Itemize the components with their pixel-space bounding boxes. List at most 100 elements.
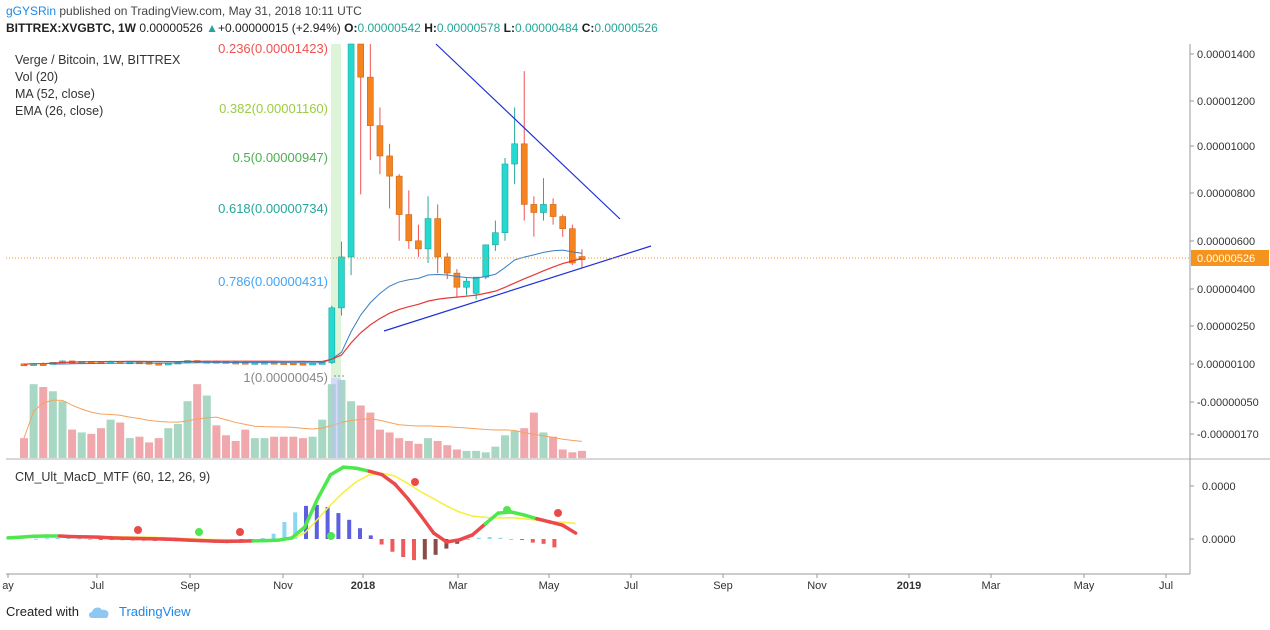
candle-body [569, 228, 576, 264]
macd-line-segment [290, 525, 307, 540]
volume-bar [385, 432, 394, 458]
volume-bar [154, 438, 163, 458]
close-value: 0.00000526 [594, 21, 658, 35]
volume-bar [270, 436, 279, 458]
ma-line [23, 257, 583, 365]
macd-line-segment [406, 497, 423, 518]
macd-histogram-bar [541, 539, 546, 544]
macd-line-segment [509, 510, 526, 517]
volume-bar [356, 405, 365, 458]
macd-histogram-bar [314, 504, 319, 539]
macd-histogram-bar [260, 538, 265, 540]
candle-body [328, 307, 336, 363]
macd-line-segment [96, 535, 113, 540]
price-tick-label: 0.00000400 [1197, 284, 1255, 296]
publish-info: gGYSRin published on TradingView.com, Ma… [6, 4, 362, 18]
volume-ma-line [23, 399, 583, 442]
trend-lines[interactable] [383, 43, 652, 332]
price-tick-label: 0.00000100 [1197, 359, 1255, 371]
time-axis[interactable]: ay Jul Sep Nov 2018 Mar May Jul Sep Nov 2019 Mar May… [2, 574, 1173, 592]
macd-indicator-label: CM_Ult_MacD_MTF (60, 12, 26, 9) [15, 470, 210, 484]
volume-bar [193, 384, 202, 458]
volume-bar [106, 419, 115, 458]
macd-cross-dot [134, 526, 142, 534]
open-label: O: [344, 21, 358, 35]
indicator-legend-item: MA (52, close) [15, 87, 95, 101]
macd-histogram-bar [98, 539, 103, 540]
macd-line-segment [186, 538, 204, 543]
ohlc-header: BITTREX:XVGBTC, 1W 0.00000526 ▲+0.000000… [6, 21, 658, 35]
macd-line-segment [431, 531, 449, 544]
candle-body [472, 276, 480, 294]
published-text: published on TradingView.com, May 31, 20… [59, 4, 362, 18]
price-tick-label: -0.00000050 [1197, 397, 1259, 409]
macd-histogram-bar [530, 539, 535, 543]
volume-bar [452, 449, 461, 458]
macd-histogram-bar [77, 538, 82, 540]
macd-line-segment [6, 535, 23, 540]
price-tick-label: 0.00001000 [1197, 141, 1255, 153]
macd-histogram-bar [466, 539, 470, 540]
volume-bar [96, 428, 105, 458]
price-axis[interactable]: 0.00001400 0.00001200 0.00001000 0.00000800… [6, 49, 1269, 546]
volume-bar [145, 442, 154, 458]
macd-histogram-bar [88, 539, 92, 540]
volume-bar [39, 387, 48, 458]
current-price-label: 0.00000526 [1197, 253, 1255, 265]
macd-histogram-bar [282, 521, 287, 539]
volume-bar [260, 438, 269, 458]
price-tick-label: 0.00000250 [1197, 321, 1255, 333]
volume-bar [375, 429, 384, 458]
candle-body [309, 362, 316, 366]
price-tick-label: -0.00000170 [1197, 429, 1259, 441]
volume-bar [510, 431, 519, 458]
macd-line-segment [341, 465, 359, 471]
volume-bar [212, 425, 221, 458]
volume-bar [48, 391, 57, 458]
time-tick-label: Jul [90, 580, 104, 592]
time-tick-label: May [539, 580, 560, 592]
volume-bar [337, 379, 346, 458]
price-tick-label: 0.00001200 [1197, 96, 1255, 108]
candle-body [530, 204, 538, 213]
volume-bar [443, 445, 452, 458]
time-tick-label: Nov [807, 580, 827, 592]
macd-histogram-bar [509, 539, 514, 540]
volume-bar [462, 450, 471, 458]
volume-bar [202, 395, 211, 458]
volume-bar [241, 429, 250, 458]
macd-histogram-bar [422, 539, 427, 560]
macd-line-segment [470, 522, 488, 537]
indicator-legend-item: Vol (20) [15, 70, 58, 84]
indicator-legend: Verge / Bitcoin, 1W, BITTREX Vol (20) MA (… [15, 53, 210, 484]
tradingview-brand[interactable]: TradingView [118, 604, 191, 619]
close-label: C: [581, 21, 595, 35]
volume-bar [491, 446, 500, 458]
macd-cross-dot [554, 509, 562, 517]
volume-bar [404, 440, 413, 458]
macd-histogram-bar [44, 538, 49, 540]
publisher-name[interactable]: gGYSRin [6, 4, 57, 18]
volume-bar [501, 435, 509, 458]
macd-histogram-bar [293, 512, 298, 539]
macd-line-segment [483, 511, 500, 526]
macd-tick-label: 0.0000 [1202, 534, 1236, 546]
macd-line-segment [302, 497, 320, 529]
price-tick-label: 0.00001400 [1197, 49, 1255, 61]
macd-histogram-bar [520, 539, 524, 540]
indicator-legend-item: Verge / Bitcoin, 1W, BITTREX [15, 53, 181, 67]
macd-histogram-bar [336, 513, 341, 539]
fibonacci-retracement[interactable]: 0.236(0.00001423) 0.382(0.00001160) 0.5(0.… [218, 41, 346, 458]
candle-body [434, 218, 441, 258]
up-arrow-icon: ▲ [206, 21, 218, 35]
volume-bar [558, 449, 567, 458]
volume-bar [231, 440, 240, 458]
macd-cross-dot [195, 528, 203, 536]
macd-histogram-bar [325, 507, 330, 539]
volume-bar [164, 428, 173, 458]
macd-cross-dot [411, 478, 419, 486]
volume-bar [366, 412, 375, 458]
candle-body [405, 214, 413, 242]
macd-histogram-bar [498, 537, 503, 539]
